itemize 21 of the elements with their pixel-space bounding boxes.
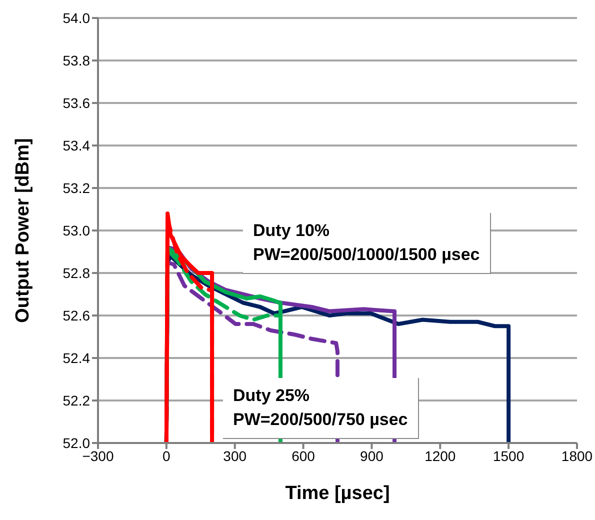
annotation: Duty 10% PW=200/500/1000/1500 µsec: [253, 220, 480, 266]
annotation: Duty 25% PW=200/500/750 µsec: [233, 385, 408, 431]
x-tick-label: 1200: [424, 448, 456, 464]
x-tick-label: 600: [292, 448, 316, 464]
y-tick-label: 53.0: [62, 222, 90, 238]
x-tick-label: 1500: [492, 448, 524, 464]
x-tick-label: 300: [223, 448, 247, 464]
x-tick-label: 0: [162, 448, 171, 464]
y-tick-label: 52.6: [62, 307, 90, 324]
y-tick-label: 53.2: [62, 180, 90, 196]
y-tick-label: 52.4: [62, 350, 90, 366]
y-tick-label: 52.8: [62, 264, 90, 281]
y-tick-label: 54.0: [62, 10, 90, 26]
y-tick-label: 53.6: [62, 94, 90, 111]
x-tick-label: 1800: [561, 448, 593, 464]
y-axis-title: Output Power [dBm]: [12, 138, 34, 323]
y-tick-label: 53.8: [62, 52, 90, 68]
y-tick-label: 53.4: [62, 137, 90, 154]
x-axis-title: Time [µsec]: [285, 483, 390, 504]
x-tick-label: 900: [360, 448, 384, 464]
y-tick-label: 52.2: [62, 392, 90, 408]
